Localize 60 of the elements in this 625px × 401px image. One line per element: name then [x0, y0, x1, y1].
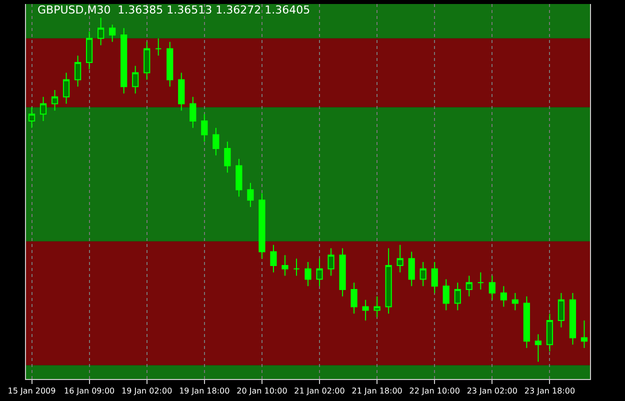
- x-tick-label: 23 Jan 02:00: [466, 386, 518, 396]
- candlestick: [580, 320, 588, 349]
- candlestick: [132, 65, 139, 94]
- candlestick: [339, 248, 346, 297]
- candlestick: [442, 278, 450, 311]
- candlestick: [293, 258, 300, 276]
- x-tick-label: 16 Jan 09:00: [64, 386, 115, 396]
- candlestick: [466, 275, 472, 297]
- candlestick: [374, 296, 380, 318]
- candlestick: [247, 182, 254, 208]
- candlestick: [477, 272, 484, 290]
- candlestick: [454, 282, 461, 311]
- candlestick: [408, 251, 415, 287]
- x-tick-label: 19 Jan 02:00: [122, 386, 172, 396]
- candlestick: [201, 114, 208, 142]
- candlestick: [86, 31, 93, 70]
- candlestick: [155, 38, 162, 56]
- candlestick: [546, 313, 554, 352]
- candlestick: [224, 141, 231, 174]
- candlestick: [512, 292, 518, 311]
- candlestick: [569, 292, 576, 346]
- candlestick: [28, 106, 36, 128]
- candlestick: [385, 248, 392, 314]
- candlestick: [144, 41, 150, 80]
- x-tick-label: 19 Jan 18:00: [179, 386, 230, 396]
- candlestick: [51, 90, 58, 112]
- x-tick-label: 23 Jan 18:00: [524, 386, 576, 396]
- candlestick: [488, 275, 496, 300]
- x-tick-label: 20 Jan 10:00: [236, 386, 288, 396]
- chart-title: GBPUSD,M30 1.36385 1.36513 1.36272 1.36405: [38, 4, 310, 17]
- candlestick: [500, 286, 507, 308]
- candlestick: [304, 262, 312, 287]
- candlestick: [109, 24, 116, 42]
- candlestick: [98, 17, 104, 46]
- candlestick: [396, 244, 404, 273]
- candlestick: [62, 72, 70, 104]
- candlestick: [120, 28, 128, 94]
- x-tick-label: 21 Jan 02:00: [294, 386, 345, 396]
- candlestick: [420, 262, 426, 287]
- candlestick: [558, 292, 565, 328]
- candlestick: [282, 254, 288, 276]
- x-tick-label: 15 Jan 2009: [8, 386, 56, 396]
- candlestick: [362, 299, 369, 322]
- candlestick: [316, 258, 323, 287]
- x-tick-label: 21 Jan 18:00: [352, 386, 402, 396]
- candlestick: [74, 55, 82, 88]
- candlestick: [534, 334, 542, 362]
- candlestick: [178, 72, 185, 112]
- candlestick: [166, 41, 174, 88]
- candlestick: [350, 282, 358, 314]
- x-tick-label: 22 Jan 10:00: [409, 386, 460, 396]
- candlestick: [212, 127, 220, 156]
- candlestick: [258, 192, 266, 260]
- candlestick: [523, 296, 530, 349]
- candlestick: [40, 96, 47, 122]
- candlestick: [270, 244, 277, 273]
- candlestick: [190, 96, 196, 128]
- candlestick: [328, 248, 334, 276]
- candlestick: [236, 158, 242, 198]
- candlestick: [431, 262, 438, 294]
